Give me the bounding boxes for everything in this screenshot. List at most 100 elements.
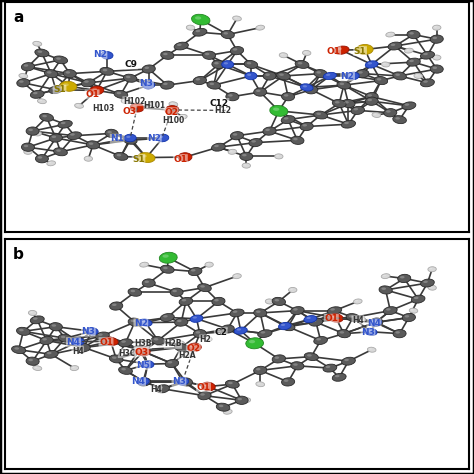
Ellipse shape — [329, 314, 343, 322]
Ellipse shape — [226, 380, 239, 388]
Ellipse shape — [370, 318, 383, 326]
Ellipse shape — [80, 349, 82, 350]
Ellipse shape — [234, 274, 237, 276]
Ellipse shape — [284, 94, 288, 97]
Ellipse shape — [316, 71, 321, 73]
Ellipse shape — [173, 290, 177, 292]
Ellipse shape — [210, 82, 214, 85]
Ellipse shape — [180, 115, 183, 117]
Ellipse shape — [63, 70, 76, 78]
Ellipse shape — [187, 343, 201, 352]
Text: a: a — [13, 10, 24, 26]
Ellipse shape — [316, 338, 321, 340]
Ellipse shape — [244, 399, 246, 400]
Text: H2: H2 — [200, 335, 211, 344]
Ellipse shape — [89, 142, 93, 145]
Ellipse shape — [354, 299, 362, 304]
Text: N2: N2 — [341, 72, 355, 81]
Ellipse shape — [205, 53, 210, 55]
Ellipse shape — [274, 356, 279, 359]
Ellipse shape — [126, 76, 130, 78]
Ellipse shape — [256, 382, 264, 387]
Ellipse shape — [237, 398, 242, 400]
Ellipse shape — [309, 318, 323, 326]
Ellipse shape — [233, 48, 237, 51]
Ellipse shape — [244, 164, 246, 165]
Ellipse shape — [365, 97, 378, 105]
Ellipse shape — [247, 73, 251, 76]
Ellipse shape — [157, 387, 166, 392]
Ellipse shape — [272, 355, 285, 363]
Text: O1: O1 — [173, 155, 187, 164]
Ellipse shape — [142, 360, 154, 368]
Text: O1: O1 — [327, 46, 341, 55]
Ellipse shape — [133, 346, 146, 354]
Ellipse shape — [28, 128, 33, 131]
Ellipse shape — [141, 263, 144, 264]
Ellipse shape — [61, 122, 65, 124]
Ellipse shape — [234, 327, 247, 334]
Ellipse shape — [14, 347, 23, 352]
Ellipse shape — [88, 329, 92, 331]
Ellipse shape — [45, 70, 58, 78]
Text: b: b — [13, 247, 24, 263]
Ellipse shape — [295, 61, 309, 68]
Text: H4: H4 — [352, 316, 364, 325]
Ellipse shape — [165, 359, 179, 367]
Ellipse shape — [228, 94, 233, 97]
Ellipse shape — [30, 311, 33, 313]
Ellipse shape — [234, 17, 237, 18]
Ellipse shape — [25, 150, 28, 152]
Ellipse shape — [303, 85, 307, 87]
Ellipse shape — [349, 73, 354, 76]
Ellipse shape — [432, 36, 437, 39]
Ellipse shape — [337, 329, 350, 337]
Ellipse shape — [16, 348, 19, 350]
Ellipse shape — [274, 299, 279, 301]
Ellipse shape — [26, 127, 39, 135]
Ellipse shape — [151, 102, 159, 107]
Ellipse shape — [196, 331, 200, 334]
Ellipse shape — [158, 342, 161, 343]
Ellipse shape — [423, 281, 428, 283]
Text: H12: H12 — [215, 106, 232, 115]
Ellipse shape — [74, 339, 78, 342]
Ellipse shape — [212, 297, 225, 306]
Ellipse shape — [367, 99, 372, 101]
Ellipse shape — [142, 320, 146, 323]
Ellipse shape — [117, 92, 121, 94]
Ellipse shape — [161, 81, 174, 89]
Ellipse shape — [21, 143, 35, 151]
Ellipse shape — [42, 115, 47, 117]
Ellipse shape — [293, 308, 298, 310]
Ellipse shape — [154, 338, 158, 340]
Text: N2: N2 — [93, 50, 107, 59]
Text: N2: N2 — [147, 134, 161, 143]
Ellipse shape — [304, 353, 319, 361]
Ellipse shape — [42, 338, 47, 340]
Ellipse shape — [136, 347, 150, 356]
Ellipse shape — [406, 49, 409, 51]
Ellipse shape — [383, 63, 386, 64]
Ellipse shape — [223, 410, 232, 414]
Ellipse shape — [291, 307, 304, 315]
Ellipse shape — [323, 73, 337, 80]
Ellipse shape — [226, 92, 239, 101]
Ellipse shape — [433, 55, 441, 60]
Ellipse shape — [196, 78, 200, 81]
Ellipse shape — [265, 73, 270, 76]
Text: H4: H4 — [72, 347, 83, 356]
Ellipse shape — [44, 350, 58, 358]
Ellipse shape — [30, 316, 44, 324]
Ellipse shape — [342, 100, 355, 108]
Ellipse shape — [72, 366, 74, 368]
Text: N3: N3 — [172, 377, 186, 386]
Ellipse shape — [52, 87, 56, 90]
Ellipse shape — [200, 393, 205, 396]
Ellipse shape — [37, 51, 42, 53]
Ellipse shape — [414, 297, 419, 299]
Ellipse shape — [307, 354, 312, 356]
Ellipse shape — [244, 60, 258, 68]
Ellipse shape — [349, 315, 354, 318]
Ellipse shape — [86, 328, 98, 335]
